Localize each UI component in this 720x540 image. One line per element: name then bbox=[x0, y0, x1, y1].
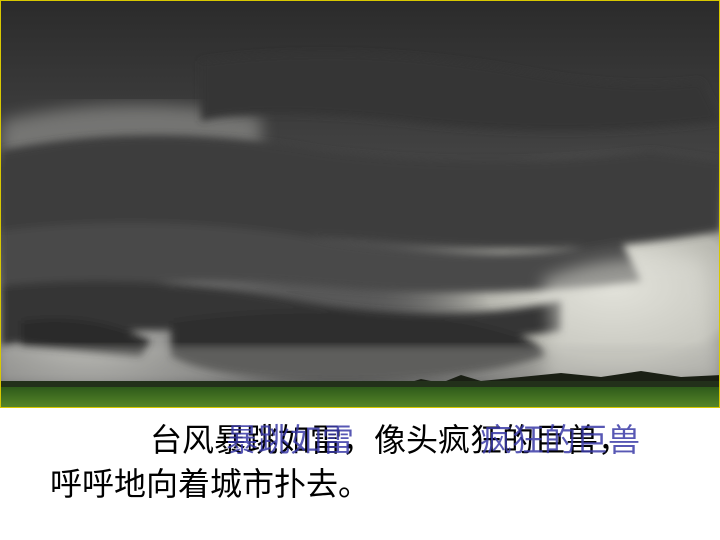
caption-line-1: 台风暴跳如雷，像头疯狂的巨兽， 暴跳如雷 疯狂的巨兽 bbox=[50, 418, 690, 462]
caption-line-2: 呼呼地向着城市扑去。 bbox=[50, 465, 371, 503]
caption: 台风暴跳如雷，像头疯狂的巨兽， 暴跳如雷 疯狂的巨兽 呼呼地向着城市扑去。 bbox=[50, 418, 690, 506]
storm-photo bbox=[0, 0, 720, 408]
storm-cloud-illustration bbox=[1, 1, 719, 407]
caption-line-1-text: 台风暴跳如雷，像头疯狂的巨兽， bbox=[150, 421, 631, 459]
highlight-phrase-1: 暴跳如雷 bbox=[226, 421, 355, 459]
highlight-phrase-2: 疯狂的巨兽 bbox=[480, 421, 641, 459]
